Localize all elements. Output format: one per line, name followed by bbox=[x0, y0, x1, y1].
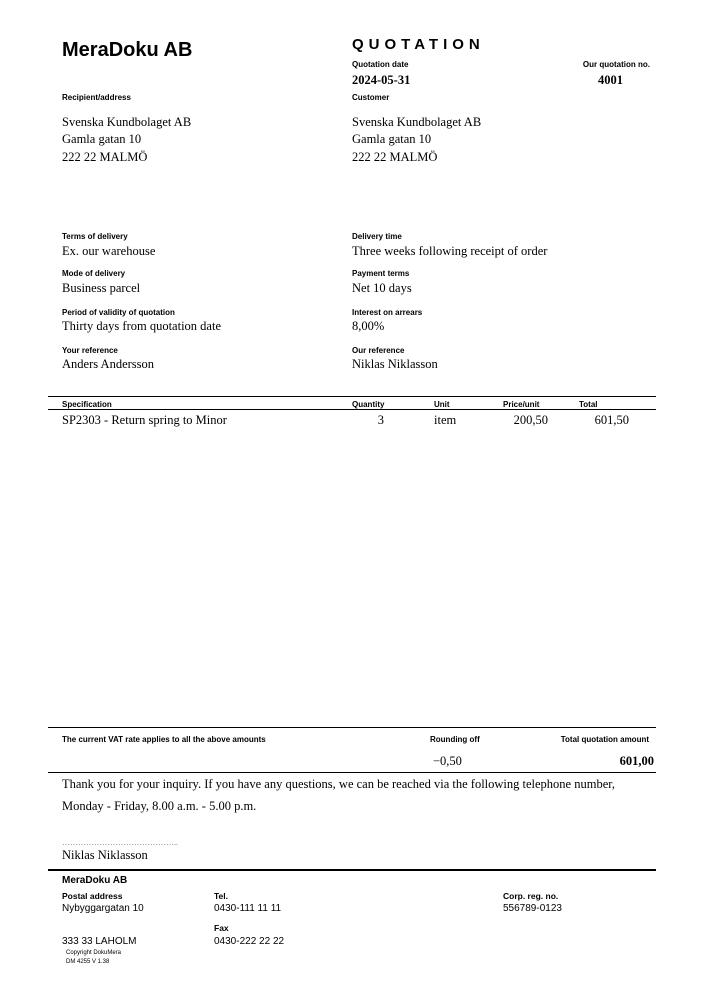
divider bbox=[48, 396, 656, 397]
reg-label: Corp. reg. no. bbox=[503, 891, 559, 901]
term-value: Business parcel bbox=[62, 281, 141, 295]
quotation-no-label: Our quotation no. bbox=[582, 60, 650, 69]
quotation-date: 2024-05-31 bbox=[352, 73, 411, 87]
divider bbox=[48, 727, 656, 728]
term-value: Thirty days from quotation date bbox=[62, 319, 221, 333]
customer-label: Customer bbox=[352, 93, 390, 102]
recipient-label: Recipient/address bbox=[62, 93, 131, 102]
vat-note: The current VAT rate applies to all the … bbox=[62, 735, 266, 744]
signature-name: Niklas Niklasson bbox=[62, 848, 148, 862]
divider bbox=[48, 869, 656, 871]
fax-label: Fax bbox=[214, 923, 229, 933]
quotation-date-label: Quotation date bbox=[352, 60, 409, 69]
term-value: Net 10 days bbox=[352, 281, 412, 295]
signature-line: …………………………………….. bbox=[62, 838, 178, 847]
term-value: Ex. our warehouse bbox=[62, 244, 156, 258]
message-line: Thank you for your inquiry. If you have … bbox=[62, 777, 616, 791]
cell-unit: item bbox=[434, 413, 457, 427]
cell-specification: SP2303 - Return spring to Minor bbox=[62, 413, 227, 427]
term-value: 8,00% bbox=[352, 319, 385, 333]
recipient-line: Gamla gatan 10 bbox=[62, 132, 142, 146]
rounding-label: Rounding off bbox=[430, 735, 480, 744]
divider bbox=[48, 409, 656, 410]
term-value: Three weeks following receipt of order bbox=[352, 244, 548, 258]
cell-quantity: 3 bbox=[377, 413, 384, 427]
copyright: Copyright DokuMera bbox=[66, 950, 122, 956]
postal-label: Postal address bbox=[62, 891, 123, 901]
recipient-line: 222 22 MALMÖ bbox=[62, 150, 148, 164]
header-quantity: Quantity bbox=[352, 400, 385, 409]
header-unit: Unit bbox=[434, 400, 450, 409]
footer-company: MeraDoku AB bbox=[62, 875, 128, 886]
document-title: QUOTATION bbox=[352, 36, 485, 53]
term-label: Period of validity of quotation bbox=[62, 308, 175, 317]
term-label: Interest on arrears bbox=[352, 308, 423, 317]
cell-total: 601,50 bbox=[594, 413, 629, 427]
cell-price: 200,50 bbox=[513, 413, 548, 427]
divider bbox=[48, 772, 656, 773]
rounding-value: −0,50 bbox=[433, 754, 462, 768]
term-label: Payment terms bbox=[352, 269, 410, 278]
company-name: MeraDoku AB bbox=[62, 39, 193, 61]
term-value: Niklas Niklasson bbox=[352, 357, 438, 371]
tel-label: Tel. bbox=[214, 891, 229, 901]
header-total: Total bbox=[579, 400, 598, 409]
version: DM 4255 V 1.38 bbox=[66, 959, 110, 965]
term-label: Terms of delivery bbox=[62, 232, 128, 241]
header-price: Price/unit bbox=[503, 400, 540, 409]
customer-line: Gamla gatan 10 bbox=[352, 132, 432, 146]
recipient-line: Svenska Kundbolaget AB bbox=[62, 115, 192, 129]
term-label: Our reference bbox=[352, 346, 405, 355]
postal-city: 333 33 LAHOLM bbox=[62, 936, 137, 947]
total-value: 601,00 bbox=[619, 754, 654, 768]
term-label: Mode of delivery bbox=[62, 269, 126, 278]
postal-street: Nybyggargatan 10 bbox=[62, 903, 144, 914]
term-label: Delivery time bbox=[352, 232, 402, 241]
term-label: Your reference bbox=[62, 346, 118, 355]
message-line: Monday - Friday, 8.00 a.m. - 5.00 p.m. bbox=[62, 799, 257, 813]
total-label: Total quotation amount bbox=[560, 735, 649, 744]
tel-value: 0430-111 11 11 bbox=[214, 903, 282, 914]
customer-line: 222 22 MALMÖ bbox=[352, 150, 438, 164]
fax-value: 0430-222 22 22 bbox=[214, 936, 285, 947]
quotation-no: 4001 bbox=[598, 73, 623, 87]
term-value: Anders Andersson bbox=[62, 357, 155, 371]
reg-value: 556789-0123 bbox=[503, 903, 562, 914]
customer-line: Svenska Kundbolaget AB bbox=[352, 115, 482, 129]
header-specification: Specification bbox=[62, 400, 112, 409]
